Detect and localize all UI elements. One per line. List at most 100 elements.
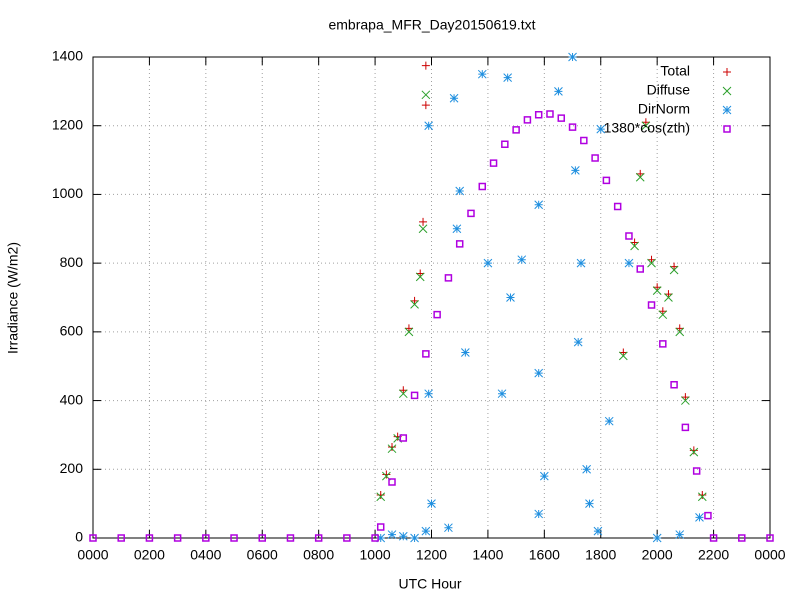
point xyxy=(444,274,453,282)
x-tick-label: 1800 xyxy=(585,547,616,563)
y-tick-label: 0 xyxy=(75,529,83,545)
point xyxy=(512,126,520,134)
y-tick-label: 1000 xyxy=(52,185,83,201)
point xyxy=(398,531,408,541)
point xyxy=(689,447,699,457)
point xyxy=(546,110,554,118)
point xyxy=(670,381,678,389)
point xyxy=(534,368,544,378)
point xyxy=(576,258,586,268)
point xyxy=(416,269,425,278)
x-tick-label: 2000 xyxy=(642,547,673,563)
point xyxy=(489,159,498,167)
y-tick-label: 200 xyxy=(60,460,84,476)
point xyxy=(669,265,679,275)
point xyxy=(410,391,419,400)
x-tick-label: 0400 xyxy=(190,547,221,563)
chart-title: embrapa_MFR_Day20150619.txt xyxy=(328,17,535,33)
point xyxy=(619,348,628,357)
x-tick-label: 0800 xyxy=(303,547,334,563)
point xyxy=(410,300,419,309)
point xyxy=(230,534,238,542)
point xyxy=(766,534,774,542)
point xyxy=(539,471,549,481)
x-tick-label: 1400 xyxy=(472,547,503,563)
point xyxy=(695,513,704,522)
point xyxy=(613,202,622,211)
point xyxy=(455,186,465,196)
point xyxy=(641,121,651,131)
point xyxy=(399,434,408,442)
point xyxy=(698,491,707,500)
point xyxy=(376,533,386,543)
y-tick-label: 1200 xyxy=(52,116,83,132)
point xyxy=(404,324,413,333)
point xyxy=(630,238,639,247)
point xyxy=(670,262,679,271)
point xyxy=(424,121,434,131)
x-tick-label: 0600 xyxy=(247,547,278,563)
point xyxy=(410,296,419,305)
x-tick-label: 2200 xyxy=(698,547,729,563)
point xyxy=(675,327,685,337)
point xyxy=(647,258,656,268)
y-tick-label: 800 xyxy=(60,254,84,270)
legend-label: Total xyxy=(660,63,690,79)
point xyxy=(376,492,386,502)
point xyxy=(478,182,487,191)
point xyxy=(387,530,397,539)
point xyxy=(501,140,509,149)
point xyxy=(653,283,662,292)
point xyxy=(424,389,434,399)
legend-label: DirNorm xyxy=(638,101,690,117)
point xyxy=(593,526,603,536)
point xyxy=(709,534,718,542)
point xyxy=(624,258,634,268)
plot-frame xyxy=(92,56,771,539)
point xyxy=(658,307,667,316)
point xyxy=(415,272,425,282)
point xyxy=(675,530,685,539)
x-tick-label: 1200 xyxy=(416,547,447,563)
point xyxy=(635,172,645,182)
point xyxy=(664,293,673,302)
point xyxy=(421,526,431,536)
point xyxy=(388,478,396,486)
point xyxy=(452,224,462,234)
point xyxy=(568,123,577,131)
legend-marker xyxy=(723,125,731,133)
y-tick-label: 1400 xyxy=(52,48,83,64)
point xyxy=(602,176,611,185)
point xyxy=(641,118,650,127)
point xyxy=(517,255,527,265)
point xyxy=(444,523,453,533)
point xyxy=(664,290,673,299)
point xyxy=(652,286,662,295)
legend-marker xyxy=(722,105,732,115)
point xyxy=(497,389,507,399)
point xyxy=(557,114,566,122)
point xyxy=(591,154,599,162)
point xyxy=(202,534,210,542)
point xyxy=(371,534,379,542)
point xyxy=(258,534,266,542)
point xyxy=(427,499,436,508)
point xyxy=(625,232,633,240)
point xyxy=(585,499,594,508)
point xyxy=(421,101,430,110)
point xyxy=(467,209,475,218)
point xyxy=(652,533,662,543)
point xyxy=(483,258,493,268)
x-tick-label: 0200 xyxy=(134,547,165,563)
point xyxy=(630,241,639,251)
point xyxy=(388,442,397,451)
point xyxy=(382,470,391,479)
point xyxy=(89,534,97,542)
legend-marker xyxy=(722,86,732,96)
x-tick-label: 1600 xyxy=(529,547,560,563)
point xyxy=(421,61,430,70)
legend-label: Diffuse xyxy=(647,82,691,98)
point xyxy=(689,446,698,455)
point xyxy=(675,324,684,333)
